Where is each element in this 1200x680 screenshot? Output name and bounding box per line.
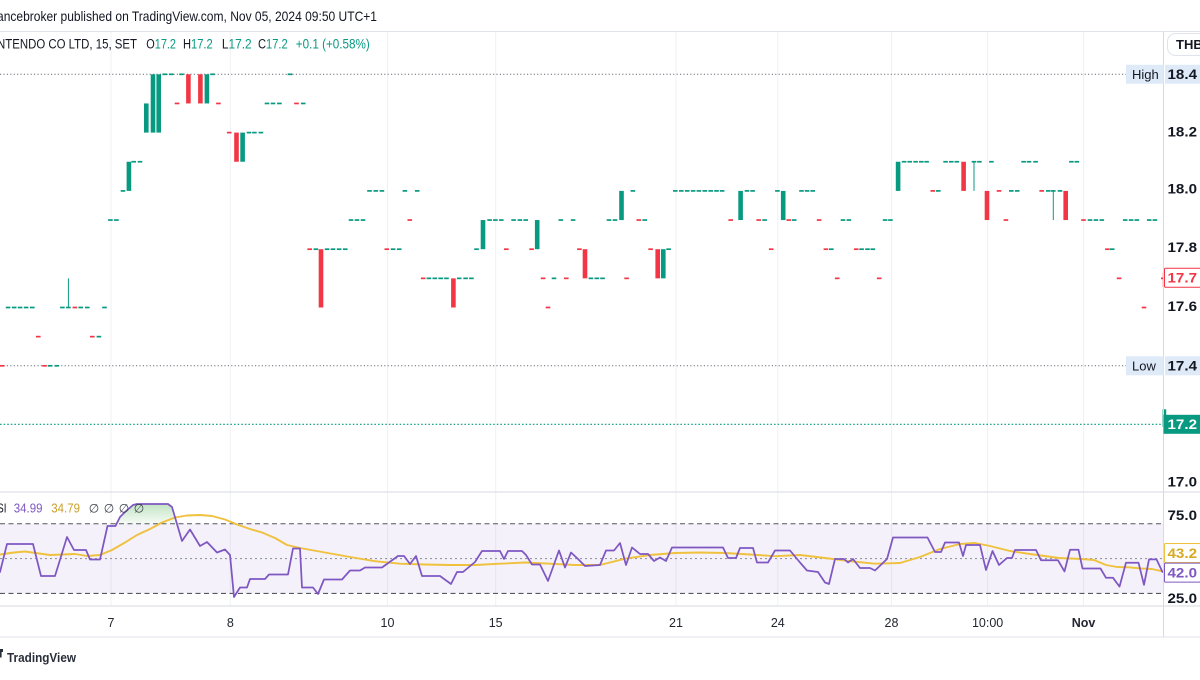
svg-text:43.2: 43.2 xyxy=(1168,546,1198,561)
svg-text:Low: Low xyxy=(1132,358,1156,373)
svg-text:17.7: 17.7 xyxy=(1168,271,1198,286)
svg-text:75.0: 75.0 xyxy=(1168,508,1198,523)
svg-text:24: 24 xyxy=(771,616,785,630)
svg-text:∅: ∅ xyxy=(134,502,144,516)
svg-text:L17.2: L17.2 xyxy=(222,36,252,51)
svg-text:34.99: 34.99 xyxy=(14,501,43,516)
svg-text:25.0: 25.0 xyxy=(1168,591,1198,606)
svg-text:42.0: 42.0 xyxy=(1168,565,1198,580)
svg-text:18.0: 18.0 xyxy=(1168,181,1198,196)
svg-text:17.0: 17.0 xyxy=(1168,475,1198,490)
svg-text:18.2: 18.2 xyxy=(1168,124,1198,139)
svg-text:∅: ∅ xyxy=(104,502,114,516)
svg-text:17.2: 17.2 xyxy=(1168,417,1198,432)
svg-text:17.8: 17.8 xyxy=(1168,240,1198,255)
svg-text:∅: ∅ xyxy=(119,502,129,516)
svg-text:8: 8 xyxy=(227,616,234,630)
svg-text:NTENDO CO LTD, 15, SET: NTENDO CO LTD, 15, SET xyxy=(0,36,137,51)
svg-text:21: 21 xyxy=(669,616,683,630)
svg-text:28: 28 xyxy=(885,616,899,630)
svg-text:34.79: 34.79 xyxy=(51,501,80,516)
svg-text:∅: ∅ xyxy=(89,502,99,516)
svg-text:15: 15 xyxy=(489,616,503,630)
svg-text:18.4: 18.4 xyxy=(1168,67,1198,82)
svg-text:ancebroker published on Tradin: ancebroker published on TradingView.com,… xyxy=(0,8,377,24)
svg-text:17.6: 17.6 xyxy=(1168,299,1198,314)
svg-text:RSI: RSI xyxy=(0,501,7,516)
svg-text:H17.2: H17.2 xyxy=(183,36,213,51)
svg-text:10: 10 xyxy=(381,616,395,630)
svg-text:7: 7 xyxy=(108,616,115,630)
svg-text:THB: THB xyxy=(1176,37,1200,52)
svg-text:+0.1 (+0.58%): +0.1 (+0.58%) xyxy=(296,36,370,51)
svg-text:TradingView: TradingView xyxy=(7,650,77,665)
svg-text:C17.2: C17.2 xyxy=(258,36,288,51)
svg-text:10:00: 10:00 xyxy=(972,616,1003,630)
svg-text:17.4: 17.4 xyxy=(1168,359,1198,374)
svg-text:Nov: Nov xyxy=(1072,616,1096,630)
svg-text:High: High xyxy=(1132,67,1159,82)
svg-text:O17.2: O17.2 xyxy=(146,36,176,51)
